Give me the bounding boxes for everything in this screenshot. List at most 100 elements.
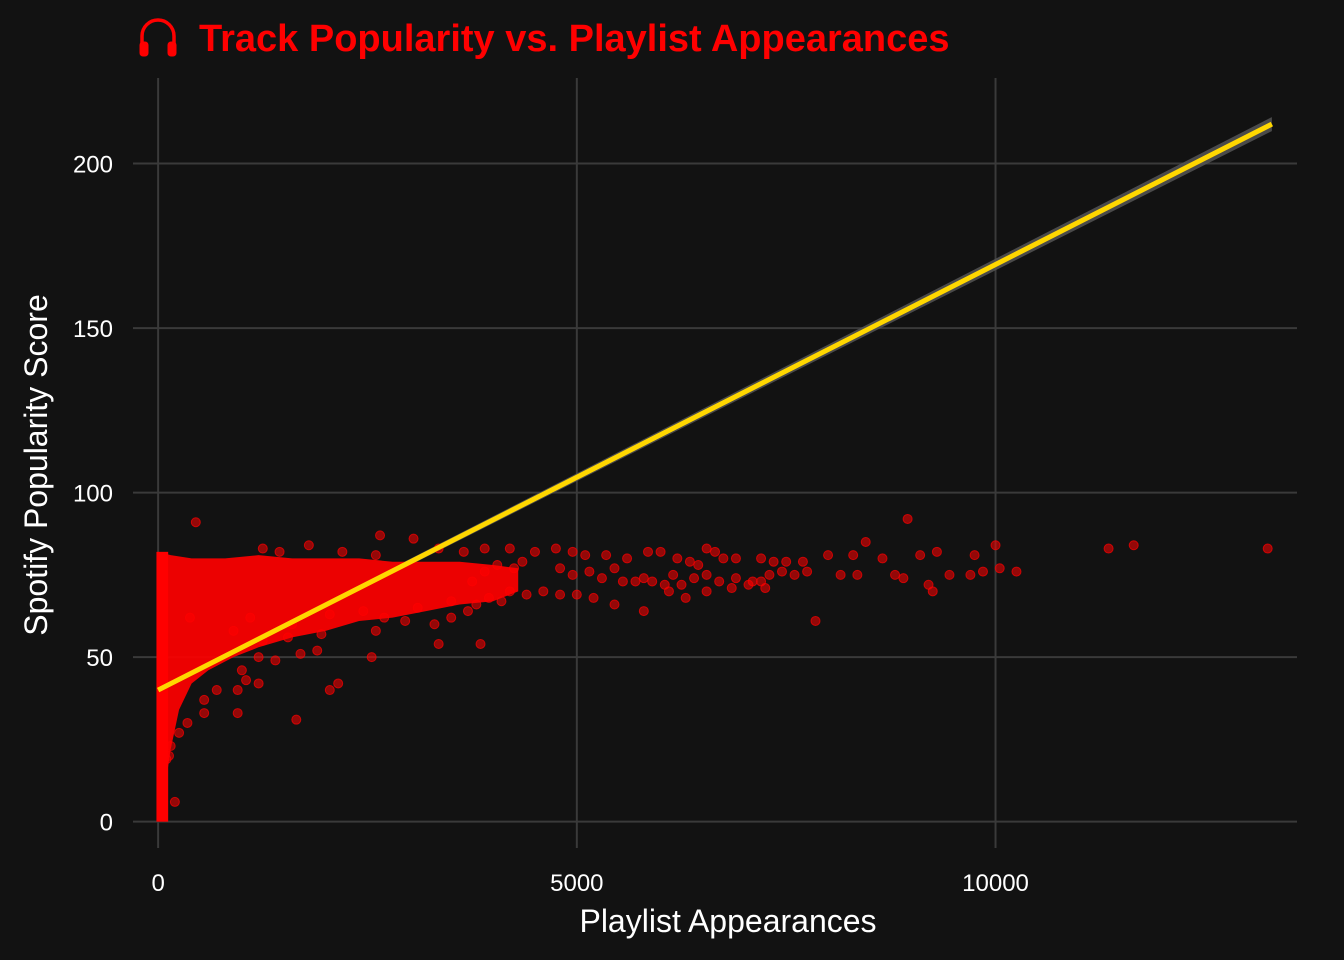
- data-point: [567, 546, 578, 557]
- data-point: [429, 619, 440, 630]
- data-point: [580, 550, 591, 561]
- data-point: [555, 563, 566, 574]
- data-point: [860, 536, 871, 547]
- y-tick-label: 150: [73, 316, 113, 343]
- data-point: [835, 569, 846, 580]
- data-point: [647, 576, 658, 587]
- data-point: [370, 550, 381, 561]
- data-point: [768, 556, 779, 567]
- data-point: [433, 638, 444, 649]
- data-point: [655, 546, 666, 557]
- data-point: [994, 563, 1005, 574]
- data-point: [689, 573, 700, 584]
- data-point: [358, 606, 369, 617]
- data-point: [915, 550, 926, 561]
- data-point: [898, 573, 909, 584]
- data-point: [232, 708, 243, 719]
- data-point: [902, 513, 913, 524]
- trend-line: [156, 121, 1274, 693]
- data-point: [333, 678, 344, 689]
- data-point: [467, 576, 478, 587]
- data-point: [257, 543, 268, 554]
- data-point: [1128, 540, 1139, 551]
- data-point: [730, 553, 741, 564]
- data-point: [927, 586, 938, 597]
- data-point: [538, 586, 549, 597]
- data-point: [1011, 566, 1022, 577]
- data-point: [550, 543, 561, 554]
- data-point: [366, 652, 377, 663]
- data-point: [710, 546, 720, 557]
- data-point: [228, 625, 239, 636]
- x-axis-title: Playlist Appearances: [579, 903, 876, 939]
- headphones-icon: [139, 18, 177, 57]
- data-point: [781, 556, 792, 567]
- data-point: [810, 615, 821, 626]
- data-point: [726, 583, 737, 594]
- y-tick-label: 0: [100, 810, 113, 837]
- data-point: [571, 589, 582, 600]
- data-point: [316, 629, 327, 640]
- data-point: [1103, 543, 1114, 554]
- data-point: [760, 583, 771, 594]
- data-point: [232, 685, 243, 696]
- y-tick-label: 50: [86, 645, 113, 672]
- data-point: [529, 546, 540, 557]
- data-point: [337, 546, 348, 557]
- data-point: [596, 573, 607, 584]
- data-point: [446, 596, 457, 607]
- data-point: [668, 569, 679, 580]
- y-tick-label: 100: [73, 481, 113, 508]
- data-point: [701, 569, 712, 580]
- data-point: [303, 540, 314, 551]
- data-point: [609, 599, 620, 610]
- data-point: [324, 685, 335, 696]
- data-point: [504, 586, 515, 597]
- data-point: [479, 566, 490, 577]
- data-point: [643, 546, 654, 557]
- data-point: [797, 556, 808, 567]
- data-point: [802, 566, 813, 577]
- data-point: [1262, 543, 1273, 554]
- data-point: [324, 609, 335, 620]
- data-point: [965, 569, 976, 580]
- data-point: [630, 576, 641, 587]
- data-point: [182, 717, 193, 728]
- data-point: [622, 553, 633, 564]
- data-point: [638, 606, 649, 617]
- data-point: [931, 546, 942, 557]
- data-point: [567, 569, 578, 580]
- data-point: [693, 560, 704, 571]
- x-tick-label: 10000: [962, 870, 1029, 897]
- data-point: [174, 727, 185, 738]
- data-point: [408, 533, 419, 544]
- data-point: [848, 550, 859, 561]
- data-point: [990, 540, 1001, 551]
- data-point: [684, 556, 695, 567]
- data-point: [483, 592, 494, 603]
- data-point: [236, 665, 247, 676]
- data-point: [609, 563, 620, 574]
- data-point: [730, 573, 741, 584]
- data-point: [521, 589, 532, 600]
- data-point: [165, 740, 176, 751]
- data-point: [211, 685, 222, 696]
- data-point: [944, 569, 955, 580]
- data-point: [672, 553, 683, 564]
- data-point: [517, 556, 528, 567]
- data-point: [295, 648, 306, 659]
- data-point: [638, 573, 649, 584]
- data-point: [190, 517, 201, 528]
- data-point: [400, 615, 411, 626]
- data-point: [680, 592, 691, 603]
- data-point: [370, 625, 381, 636]
- data-point: [462, 606, 473, 617]
- data-point: [184, 612, 195, 623]
- data-point: [199, 708, 210, 719]
- data-point: [479, 543, 490, 554]
- data-point: [969, 550, 980, 561]
- data-point: [756, 553, 767, 564]
- data-point: [475, 638, 486, 649]
